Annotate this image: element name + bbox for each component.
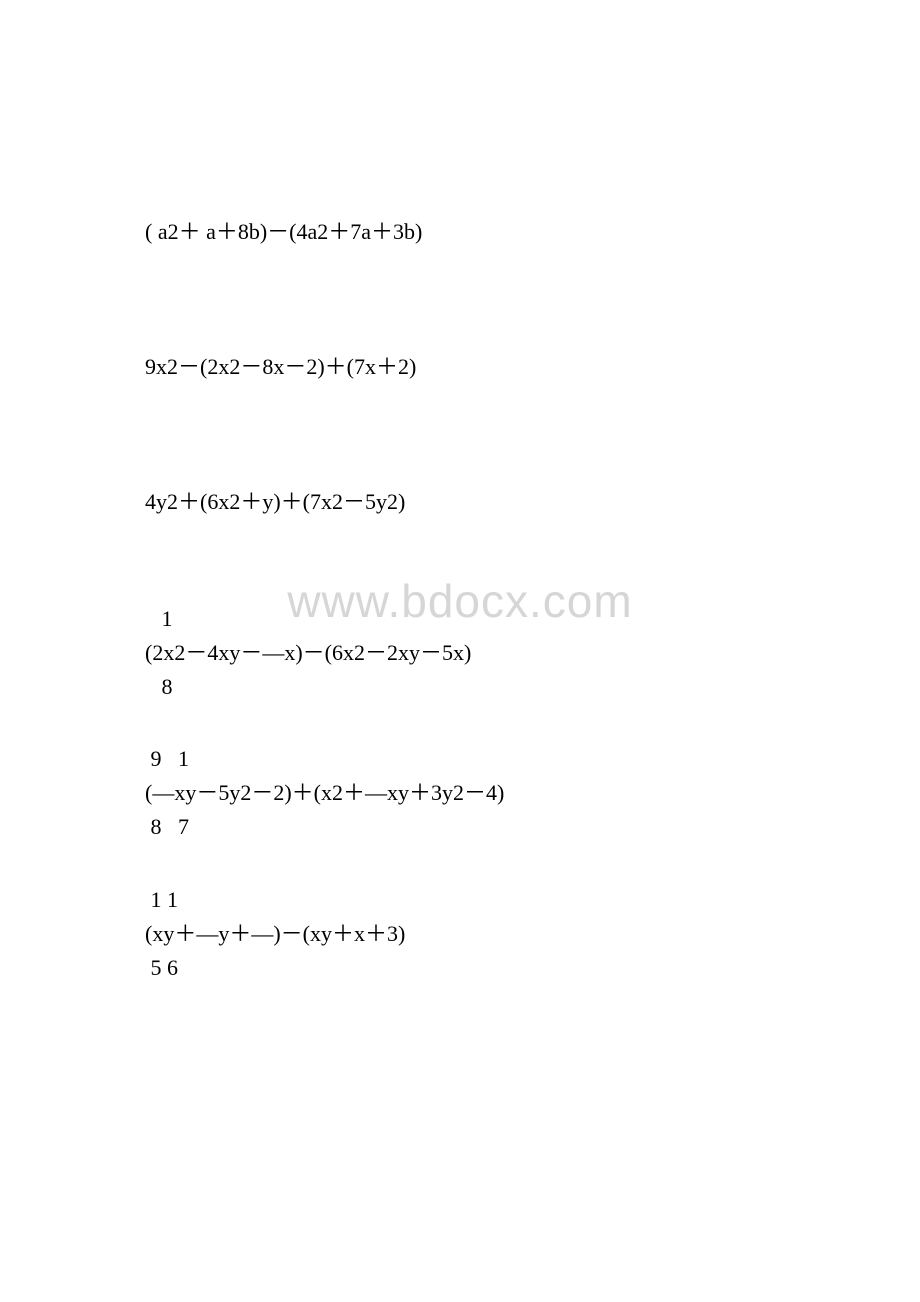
expression-6: 1 1 (xy＋—y＋—)－(xy＋x＋3) 5 6: [145, 883, 920, 985]
fraction-body: (—xy－5y2－2)＋(x2＋—xy＋3y2－4): [145, 776, 920, 810]
expression-4: 1 (2x2－4xy－—x)－(6x2－2xy－5x) 8: [145, 602, 920, 704]
fraction-numerator: 1: [145, 602, 920, 636]
spacer: [145, 704, 920, 742]
fraction-numerator: 9 1: [145, 742, 920, 776]
document-content: ( a2＋ a＋8b)－(4a2＋7a＋3b) 9x2－(2x2－8x－2)＋(…: [0, 0, 920, 985]
spacer: [145, 845, 920, 883]
expression-3: 4y2＋(6x2＋y)＋(7x2－5y2): [145, 485, 920, 518]
expression-5: 9 1 (—xy－5y2－2)＋(x2＋—xy＋3y2－4) 8 7: [145, 742, 920, 844]
expression-1: ( a2＋ a＋8b)－(4a2＋7a＋3b): [145, 215, 920, 248]
spacer: [145, 518, 920, 602]
fraction-denominator: 8 7: [145, 810, 920, 844]
fraction-denominator: 5 6: [145, 951, 920, 985]
fraction-denominator: 8: [145, 670, 920, 704]
expression-2: 9x2－(2x2－8x－2)＋(7x＋2): [145, 350, 920, 383]
fraction-numerator: 1 1: [145, 883, 920, 917]
fraction-body: (xy＋—y＋—)－(xy＋x＋3): [145, 917, 920, 951]
spacer: [145, 248, 920, 350]
spacer: [145, 383, 920, 485]
fraction-body: (2x2－4xy－—x)－(6x2－2xy－5x): [145, 636, 920, 670]
